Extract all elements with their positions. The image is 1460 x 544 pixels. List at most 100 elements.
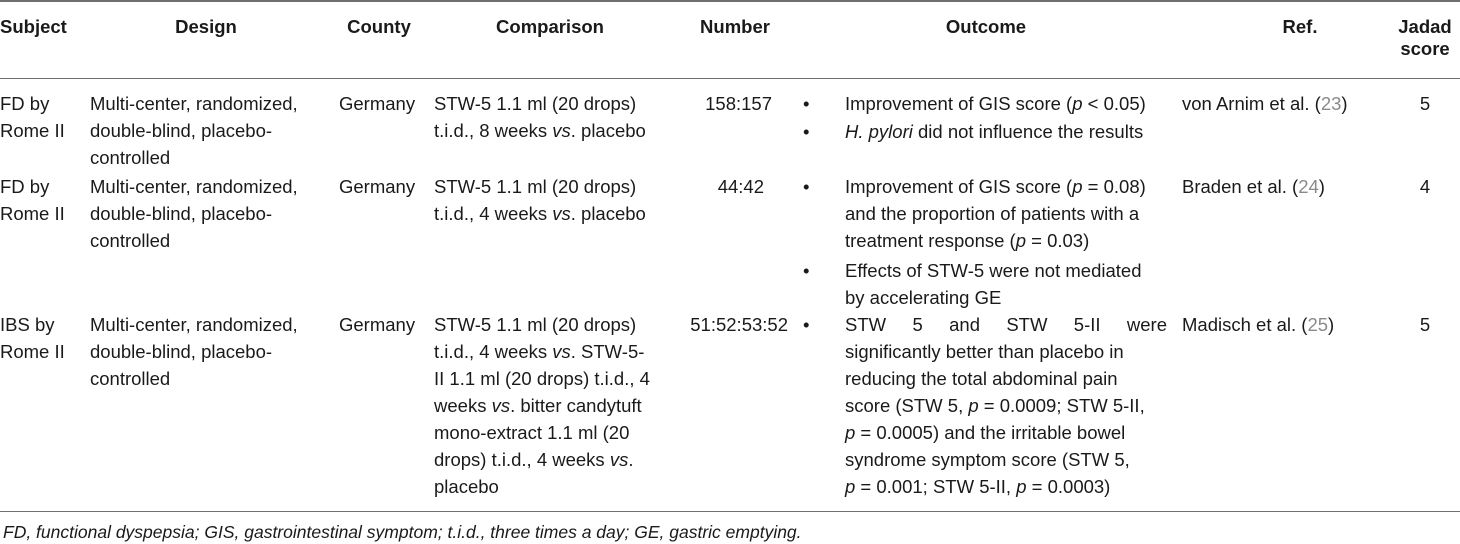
outcome-bullet: • — [803, 93, 810, 114]
ref-close: ) — [1328, 314, 1335, 335]
subject-line: FD by — [0, 176, 50, 197]
comparison-text: t.i.d., 4 weeks — [434, 203, 553, 224]
outcome-line: and the proportion of patients with a — [845, 203, 1140, 224]
outcome-text: score (STW 5, — [845, 395, 969, 416]
outcome-text: = 0.0009; STW 5-II, — [978, 395, 1145, 416]
table-bottom-rule — [0, 511, 1460, 512]
table-footnote: FD, functional dyspepsia; GIS, gastroint… — [3, 522, 802, 542]
outcome-p: p — [1072, 176, 1083, 197]
outcome-line: by accelerating GE — [845, 287, 1002, 308]
outcome-p: p — [1072, 93, 1083, 114]
header-jadad-line1: Jadad — [1398, 16, 1452, 37]
table-top-rule — [0, 0, 1460, 2]
outcome-p: p — [845, 422, 856, 443]
cell-number: 44:42 — [717, 176, 764, 197]
comparison-line: mono-extract 1.1 ml (20 — [434, 422, 630, 443]
outcome-text: did not influence the results — [912, 121, 1144, 142]
outcome-h-pylori: H. pylori — [845, 121, 913, 142]
outcome-bullet: • — [803, 314, 810, 335]
design-line: double-blind, placebo- — [90, 120, 273, 141]
header-jadad-line2: score — [1400, 38, 1450, 59]
comparison-line: t.i.d., 8 weeks vs. placebo — [434, 117, 646, 144]
cell-county: Germany — [339, 93, 416, 114]
comparison-vs: vs — [552, 203, 571, 224]
outcome-text: = 0.0003) — [1026, 476, 1111, 497]
outcome-text: Improvement of GIS score ( — [845, 93, 1073, 114]
cell-county: Germany — [339, 176, 416, 197]
comparison-vs: vs — [609, 449, 629, 470]
cell-comparison: STW-5 1.1 ml (20 drops) t.i.d., 8 weeks … — [434, 90, 646, 144]
outcome-line: Effects of STW-5 were not mediated — [845, 260, 1142, 281]
outcome-line: treatment response (p = 0.03) — [845, 227, 1146, 254]
outcome-text: = 0.03) — [1026, 230, 1090, 251]
outcome-line: p = 0.0005) and the irritable bowel — [845, 419, 1167, 446]
design-line: controlled — [90, 147, 171, 168]
cell-design: Multi-center, randomized, double-blind, … — [90, 311, 298, 392]
cell-subject: FD by Rome II — [0, 173, 65, 227]
outcome-p: p — [968, 395, 979, 416]
comparison-line: II 1.1 ml (20 drops) t.i.d., 4 — [434, 368, 650, 389]
cell-outcome-item: Improvement of GIS score (p < 0.05) — [845, 90, 1146, 117]
ref-name: Braden et al. ( — [1182, 176, 1299, 197]
design-line: controlled — [90, 230, 171, 251]
cell-outcome-item: STW 5 and STW 5-II were significantly be… — [845, 311, 1167, 500]
ref-citation-link[interactable]: 23 — [1320, 93, 1342, 114]
comparison-line: STW-5 1.1 ml (20 drops) — [434, 314, 637, 335]
comparison-vs: vs — [552, 341, 571, 362]
outcome-text: = 0.08) — [1082, 176, 1146, 197]
comparison-vs: vs — [552, 120, 571, 141]
ref-name: von Arnim et al. ( — [1182, 93, 1321, 114]
outcome-line: significantly better than placebo in — [845, 341, 1124, 362]
outcome-line: syndrome symptom score (STW 5, — [845, 449, 1130, 470]
cell-number: 158:157 — [705, 93, 772, 114]
outcome-text: = 0.0005) and the irritable bowel — [855, 422, 1126, 443]
table-header-rule — [0, 78, 1460, 79]
comparison-text: weeks — [434, 395, 492, 416]
header-county: County — [347, 16, 411, 37]
subject-line: FD by — [0, 93, 50, 114]
cell-subject: FD by Rome II — [0, 90, 65, 144]
outcome-line: reducing the total abdominal pain — [845, 368, 1118, 389]
design-line: controlled — [90, 368, 171, 389]
header-subject: Subject — [0, 16, 67, 37]
ref-name: Madisch et al. ( — [1182, 314, 1308, 335]
comparison-vs: vs — [491, 395, 511, 416]
cell-outcome-item: Effects of STW-5 were not mediated by ac… — [845, 257, 1141, 311]
outcome-line: STW 5 and STW 5-II were — [845, 314, 1167, 335]
comparison-line: STW-5 1.1 ml (20 drops) — [434, 176, 637, 197]
cell-design: Multi-center, randomized, double-blind, … — [90, 173, 298, 254]
cell-jadad: 4 — [1419, 176, 1431, 197]
design-line: double-blind, placebo- — [90, 203, 273, 224]
comparison-line: placebo — [434, 476, 499, 497]
header-design: Design — [175, 16, 237, 37]
ref-citation-link[interactable]: 25 — [1307, 314, 1329, 335]
comparison-line: drops) t.i.d., 4 weeks vs. — [434, 446, 650, 473]
cell-outcome-item: Improvement of GIS score (p = 0.08) and … — [845, 173, 1146, 254]
design-line: double-blind, placebo- — [90, 341, 273, 362]
comparison-text: drops) t.i.d., 4 weeks — [434, 449, 610, 470]
header-comparison: Comparison — [496, 16, 604, 37]
design-line: Multi-center, randomized, — [90, 314, 298, 335]
comparison-text: . STW-5- — [570, 341, 645, 362]
outcome-text: treatment response ( — [845, 230, 1016, 251]
cell-number: 51:52:53:52 — [690, 314, 788, 335]
cell-jadad: 5 — [1419, 314, 1431, 335]
subject-line: Rome II — [0, 341, 65, 362]
ref-citation-link[interactable]: 24 — [1298, 176, 1319, 197]
subject-line: IBS by — [0, 314, 55, 335]
comparison-text: t.i.d., 4 weeks — [434, 341, 553, 362]
header-outcome: Outcome — [945, 16, 1027, 37]
cell-county: Germany — [339, 314, 416, 335]
outcome-text: Improvement of GIS score ( — [845, 176, 1073, 197]
comparison-text: t.i.d., 8 weeks — [434, 120, 553, 141]
outcome-line: p = 0.001; STW 5-II, p = 0.0003) — [845, 473, 1167, 500]
outcome-p: p — [1015, 230, 1026, 251]
cell-subject: IBS by Rome II — [0, 311, 65, 365]
design-line: Multi-center, randomized, — [90, 93, 298, 114]
ref-close: ) — [1341, 93, 1348, 114]
outcome-line: Improvement of GIS score (p = 0.08) — [845, 173, 1146, 200]
cell-ref: Madisch et al. (25) — [1182, 311, 1334, 338]
cell-outcome-item: H. pylori did not influence the results — [845, 118, 1143, 145]
outcome-bullet: • — [803, 176, 810, 197]
comparison-line: t.i.d., 4 weeks vs. STW-5- — [434, 338, 650, 365]
